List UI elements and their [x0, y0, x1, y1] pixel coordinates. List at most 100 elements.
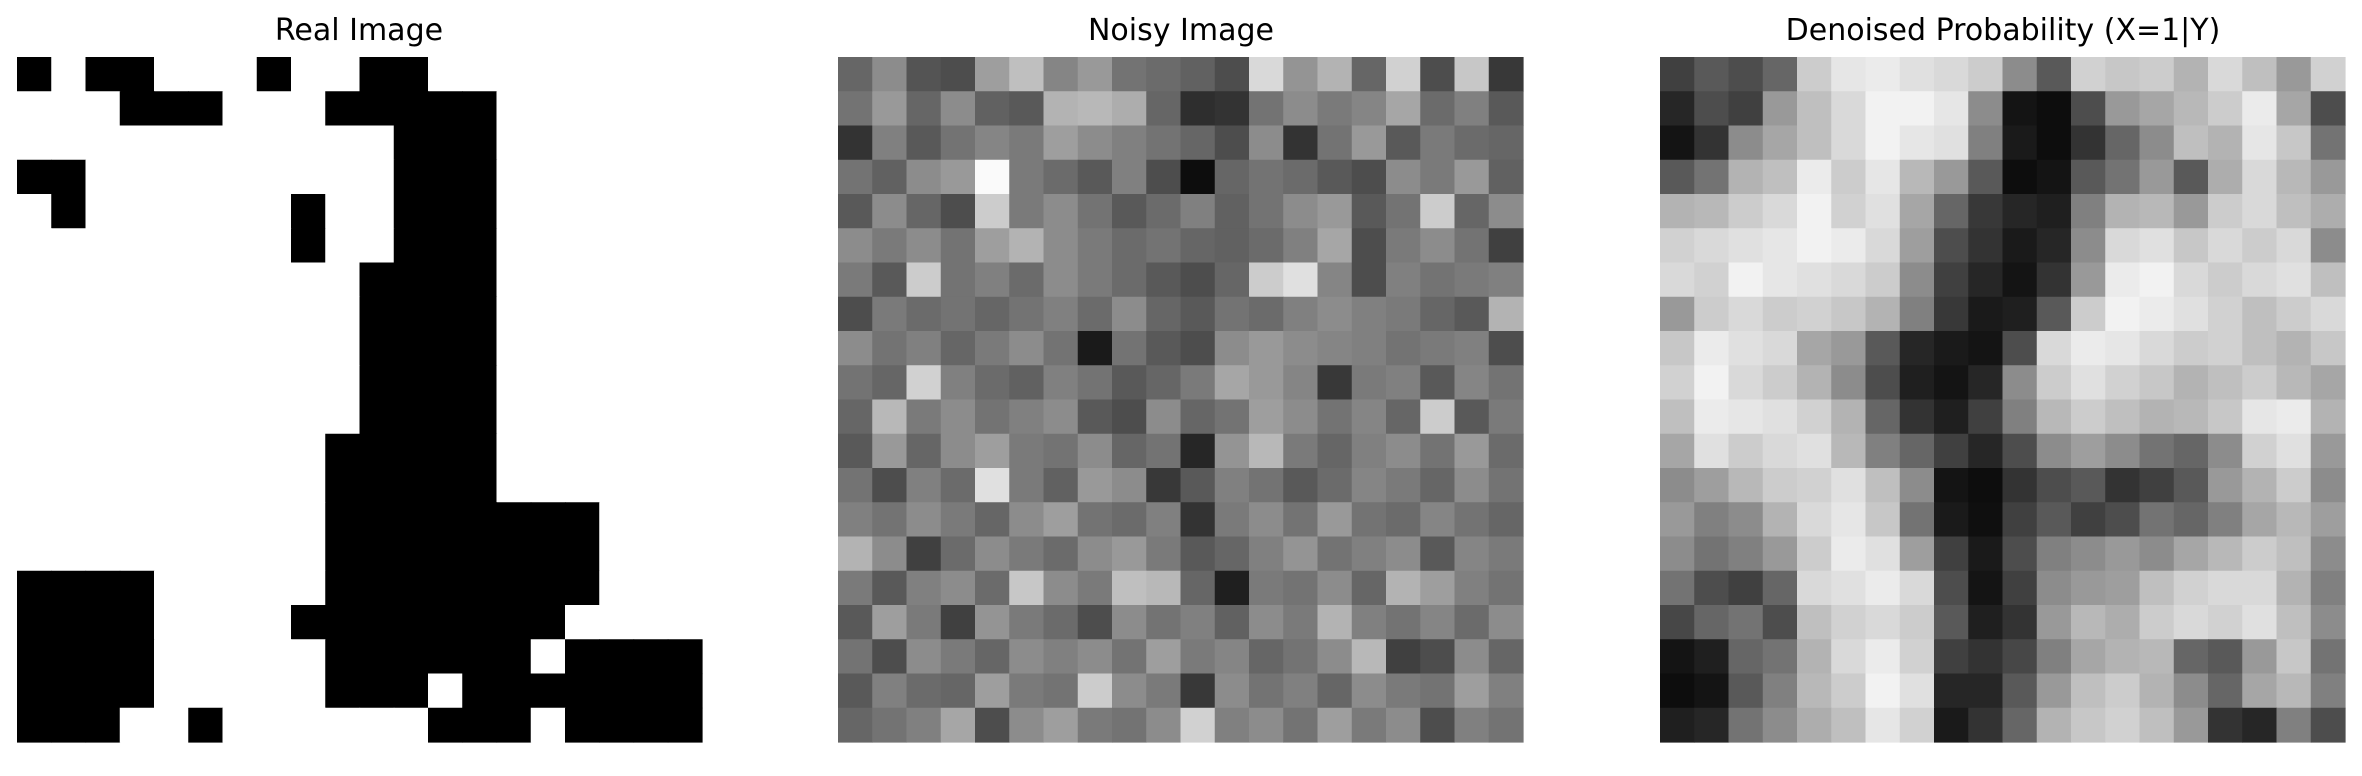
heatmap-cell [906, 262, 942, 298]
heatmap-cell [1351, 707, 1387, 743]
heatmap-cell [2036, 228, 2072, 264]
heatmap-cell [2208, 502, 2243, 538]
heatmap-cell [2276, 125, 2312, 161]
heatmap-cell [2173, 399, 2209, 435]
heatmap-cell [1180, 639, 1216, 675]
heatmap-cell [1865, 228, 1901, 264]
heatmap-cell [154, 639, 189, 675]
heatmap-cell [1317, 502, 1353, 538]
heatmap-cell [2139, 399, 2175, 435]
heatmap-cell [1009, 194, 1045, 229]
heatmap-cell [530, 365, 566, 401]
heatmap-cell [1077, 639, 1113, 675]
heatmap-cell [1865, 194, 1901, 229]
heatmap-cell [1214, 707, 1250, 743]
heatmap-cell [2276, 605, 2312, 640]
heatmap-cell [1968, 433, 2004, 469]
panel-title: Noisy Image [1088, 13, 1274, 48]
heatmap-cell [393, 570, 429, 606]
heatmap-grid [17, 57, 703, 743]
heatmap-cell [359, 570, 395, 606]
heatmap-cell [872, 468, 908, 503]
heatmap-cell [85, 536, 121, 572]
heatmap-cell [565, 605, 600, 640]
heatmap-cell [2002, 365, 2038, 401]
heatmap-cell [1797, 673, 1832, 709]
heatmap-cell [1180, 194, 1216, 229]
heatmap-cell [1968, 673, 2004, 709]
heatmap-cell [1180, 125, 1216, 161]
heatmap-cell [2310, 228, 2346, 264]
heatmap-cell [1043, 125, 1079, 161]
heatmap-cell [2002, 639, 2038, 675]
heatmap-cell [906, 365, 942, 401]
heatmap-cell [1283, 228, 1319, 264]
heatmap-cell [462, 125, 498, 161]
heatmap-cell [975, 262, 1010, 298]
heatmap-cell [1694, 159, 1730, 195]
heatmap-cell [154, 536, 189, 572]
heatmap-cell [1146, 570, 1182, 606]
heatmap-cell [1351, 262, 1387, 298]
heatmap-cell [872, 707, 908, 743]
heatmap-cell [599, 468, 635, 503]
heatmap-cell [1660, 673, 1695, 709]
heatmap-cell [1865, 125, 1901, 161]
heatmap-cell [1660, 707, 1695, 743]
heatmap-cell [496, 707, 532, 743]
heatmap-cell [633, 433, 669, 469]
heatmap-cell [1249, 194, 1284, 229]
heatmap-cell [1762, 536, 1798, 572]
heatmap-cell [1146, 91, 1182, 127]
heatmap-cell [872, 57, 908, 92]
heatmap-cell [1797, 331, 1832, 366]
heatmap-cell [1797, 433, 1832, 469]
heatmap-cell [2105, 605, 2141, 640]
heatmap-cell [1249, 365, 1284, 401]
heatmap-cell [359, 125, 395, 161]
heatmap-cell [1351, 228, 1387, 264]
heatmap-cell [1968, 399, 2004, 435]
heatmap-cell [1660, 468, 1695, 503]
heatmap-cell [85, 365, 121, 401]
heatmap-cell [667, 159, 703, 195]
heatmap-cell [325, 296, 361, 332]
heatmap-cell [256, 707, 292, 743]
heatmap-cell [1865, 639, 1901, 675]
heatmap-cell [2036, 262, 2072, 298]
heatmap-cell [1351, 536, 1387, 572]
heatmap-cell [599, 159, 635, 195]
heatmap-cell [1934, 673, 1969, 709]
heatmap-cell [1968, 125, 2004, 161]
heatmap-cell [428, 159, 463, 195]
heatmap-cell [154, 605, 189, 640]
heatmap-cell [872, 570, 908, 606]
heatmap-cell [2276, 331, 2312, 366]
heatmap-cell [1968, 468, 2004, 503]
heatmap-cell [1386, 194, 1421, 229]
heatmap-cell [1454, 639, 1490, 675]
heatmap-cell [1865, 673, 1901, 709]
heatmap-cell [1968, 296, 2004, 332]
heatmap-cell [1934, 399, 1969, 435]
heatmap-cell [1797, 159, 1832, 195]
heatmap-cell [633, 159, 669, 195]
heatmap-cell [1112, 570, 1147, 606]
heatmap-cell [599, 570, 635, 606]
heatmap-cell [667, 605, 703, 640]
heatmap-cell [1043, 228, 1079, 264]
heatmap-cell [222, 296, 258, 332]
heatmap-cell [51, 502, 87, 538]
heatmap-cell [1386, 365, 1421, 401]
heatmap-cell [51, 57, 87, 92]
heatmap-cell [1112, 262, 1147, 298]
heatmap-cell [2173, 91, 2209, 127]
heatmap-cell [1249, 399, 1284, 435]
heatmap-cell [1317, 673, 1353, 709]
heatmap-cell [1899, 399, 1935, 435]
heatmap-cell [1694, 331, 1730, 366]
heatmap-cell [2071, 639, 2106, 675]
heatmap-cell [2071, 296, 2106, 332]
heatmap-cell [1660, 194, 1695, 229]
heatmap-cell [1454, 365, 1490, 401]
